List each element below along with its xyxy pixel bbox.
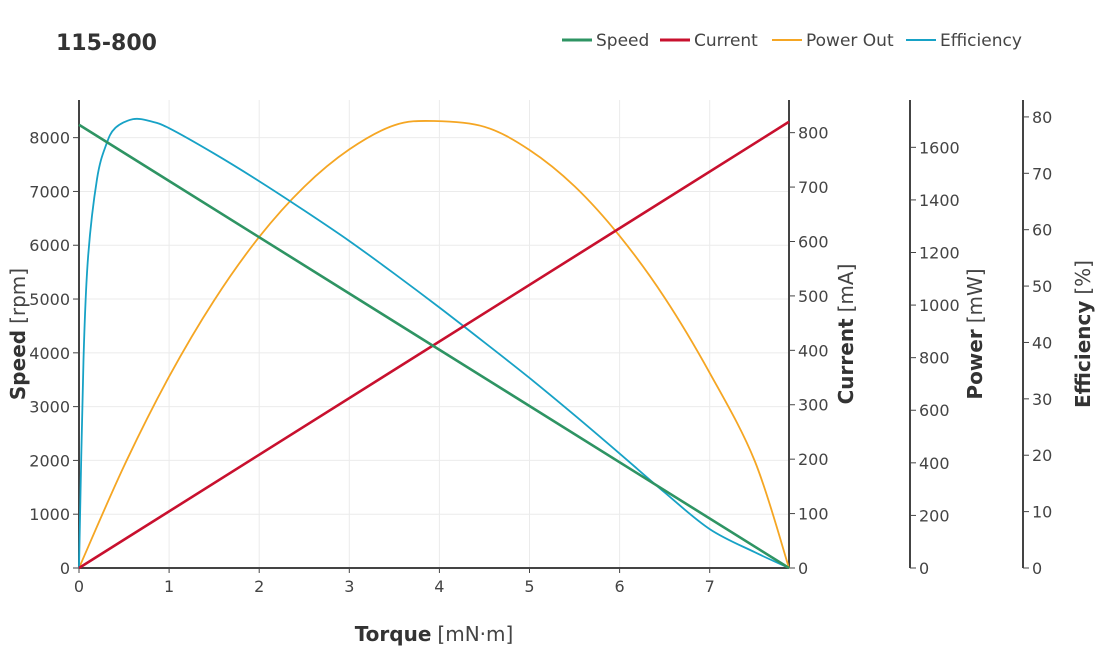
power-tick-label: 1600 <box>919 138 960 157</box>
current-tick-label: 600 <box>798 232 829 251</box>
series-line-efficiency <box>78 117 790 569</box>
current-tick-label: 800 <box>798 124 829 143</box>
efficiency-tick-label: 70 <box>1032 164 1052 183</box>
legend-label: Current <box>694 31 758 51</box>
power-axis-title: Power[mW] <box>963 268 987 399</box>
power-tick-label: 600 <box>919 401 950 420</box>
speed-tick-label: 6000 <box>29 236 70 255</box>
speed-tick-label: 4000 <box>29 344 70 363</box>
current-tick-label: 100 <box>798 505 829 524</box>
power-tick-label: 0 <box>919 559 929 578</box>
speed-tick-label: 2000 <box>29 451 70 470</box>
series-line-speed <box>78 123 790 570</box>
x-tick-label: 3 <box>344 577 354 596</box>
current-axis-title: Current[mA] <box>834 264 858 405</box>
efficiency-tick-label: 0 <box>1032 559 1042 578</box>
x-tick-label: 7 <box>705 577 715 596</box>
speed-axis-title: Speed[rpm] <box>6 268 30 400</box>
power-tick-label: 800 <box>919 349 950 368</box>
current-tick-label: 500 <box>798 287 829 306</box>
efficiency-tick-label: 20 <box>1032 446 1052 465</box>
efficiency-tick-label: 40 <box>1032 333 1052 352</box>
x-tick-label: 4 <box>434 577 444 596</box>
current-tick-label: 300 <box>798 396 829 415</box>
x-tick-label: 2 <box>254 577 264 596</box>
grid <box>79 100 789 568</box>
efficiency-tick-label: 80 <box>1032 108 1052 127</box>
current-tick-label: 700 <box>798 178 829 197</box>
speed-tick-label: 0 <box>60 559 70 578</box>
x-tick-label: 6 <box>615 577 625 596</box>
power-tick-label: 200 <box>919 506 950 525</box>
x-tick-label: 0 <box>74 577 84 596</box>
speed-tick-label: 7000 <box>29 182 70 201</box>
current-tick-label: 400 <box>798 341 829 360</box>
efficiency-tick-label: 10 <box>1032 503 1052 522</box>
axes: 0 1 2 3 4 5 6 701000200030004000500060007000800… <box>29 100 1052 596</box>
legend: Speed Current Power Out Efficiency <box>562 31 1022 51</box>
chart-title: 115-800 <box>56 31 157 56</box>
series-lines <box>78 117 790 570</box>
power-tick-label: 1000 <box>919 296 960 315</box>
legend-label: Speed <box>596 31 649 51</box>
speed-tick-label: 5000 <box>29 290 70 309</box>
efficiency-tick-label: 30 <box>1032 390 1052 409</box>
series-line-power-out <box>78 120 790 569</box>
efficiency-tick-label: 60 <box>1032 221 1052 240</box>
current-tick-label: 200 <box>798 450 829 469</box>
efficiency-tick-label: 50 <box>1032 277 1052 296</box>
legend-label: Efficiency <box>940 31 1022 51</box>
speed-tick-label: 8000 <box>29 129 70 148</box>
x-axis-title: Torque [mN·m] <box>355 622 514 646</box>
power-tick-label: 1200 <box>919 243 960 262</box>
power-tick-label: 1400 <box>919 191 960 210</box>
x-tick-label: 5 <box>524 577 534 596</box>
legend-label: Power Out <box>806 31 894 51</box>
current-tick-label: 0 <box>798 559 808 578</box>
efficiency-axis-title: Efficiency[%] <box>1071 260 1095 408</box>
power-tick-label: 400 <box>919 454 950 473</box>
x-tick-label: 1 <box>164 577 174 596</box>
speed-tick-label: 3000 <box>29 398 70 417</box>
speed-tick-label: 1000 <box>29 505 70 524</box>
